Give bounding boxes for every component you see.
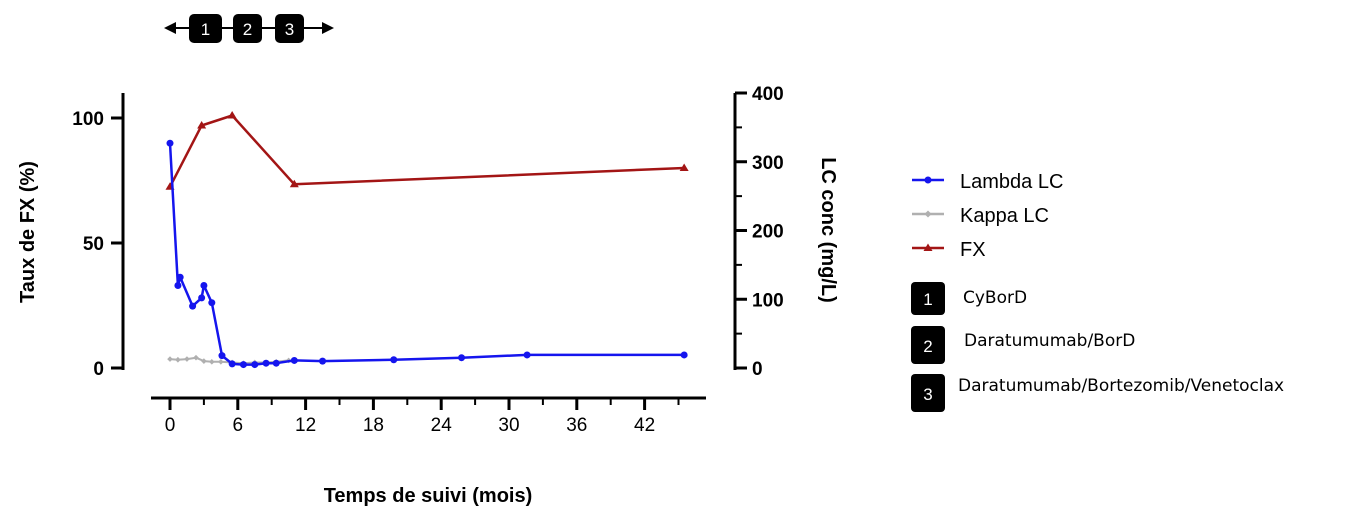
legend-lambda-marker: [924, 176, 932, 184]
data-point-lambda-lc: [390, 356, 398, 364]
left-y-tick-label: 0: [93, 359, 104, 380]
legend-fx-marker: [923, 243, 933, 251]
data-point-kappa-lc: [208, 358, 215, 365]
legend-kappa-label: Kappa LC: [960, 205, 1049, 227]
data-point-lambda-lc: [176, 273, 184, 281]
legend-badge-2: [911, 326, 945, 364]
data-point-fx: [197, 121, 207, 129]
data-point-lambda-lc: [200, 282, 208, 289]
series-fx: [165, 111, 689, 190]
right-y-tick-label: 400: [752, 84, 784, 105]
timeline-badge-2-label: 2: [243, 20, 252, 39]
x-ticks: 0 6 12 18 24 30 36 42: [165, 398, 680, 436]
data-point-kappa-lc: [167, 356, 173, 362]
timeline-badge-1-label: 1: [201, 20, 210, 39]
data-point-lambda-lc: [262, 359, 270, 367]
legend-treatment-2-label: Daratumumab/BorD: [964, 331, 1135, 351]
timeline-badge-1: [189, 14, 222, 43]
x-tick-label: 36: [566, 415, 587, 436]
left-y-tick-label: 50: [83, 234, 104, 255]
right-y-tick-label: 200: [752, 222, 784, 243]
data-point-lambda-lc: [680, 351, 688, 359]
timeline-badge-3-label: 3: [285, 20, 294, 39]
legend-treatment-3-label: Daratumumab/Bortezomib/Venetoclax: [958, 376, 1284, 396]
data-point-fx: [289, 179, 299, 188]
data-point-fx: [227, 111, 237, 119]
data-point-lambda-lc: [166, 139, 174, 147]
data-point-kappa-lc: [193, 354, 199, 361]
series-line-lambda-lc: [168, 143, 685, 366]
legend-badge-1: [911, 282, 945, 315]
series-lambda-lc: [166, 139, 688, 369]
x-tick-label: 12: [295, 415, 316, 436]
data-point-lambda-lc: [239, 361, 247, 369]
x-tick-label: 24: [431, 415, 453, 436]
data-point-lambda-lc: [319, 357, 327, 365]
legend-badge-3-label: 3: [923, 385, 932, 404]
legend-treatment-1-label: CyBorD: [963, 288, 1027, 308]
right-y-axis-title: LC conc (mg/L): [817, 157, 839, 303]
right-y-tick-label: 300: [752, 153, 784, 174]
data-point-lambda-lc: [523, 351, 531, 359]
data-point-lambda-lc: [458, 354, 466, 362]
data-point-lambda-lc: [189, 302, 197, 310]
data-point-kappa-lc: [218, 358, 224, 365]
timeline-left-arrow-icon: [164, 22, 176, 34]
x-tick-label: 30: [498, 415, 519, 436]
data-point-lambda-lc: [218, 352, 226, 360]
treatment-timeline: 1 2 3: [164, 14, 334, 43]
legend: Lambda LC Kappa LC FX 1 CyBorD 2 Daratum…: [911, 171, 1284, 412]
left-y-axis-title: Taux de FX (%): [17, 161, 39, 303]
right-y-tick-label: 100: [752, 290, 784, 311]
data-point-lambda-lc: [251, 361, 259, 369]
data-point-lambda-lc: [272, 359, 280, 367]
legend-fx-label: FX: [960, 239, 986, 261]
timeline-badge-3: [275, 14, 304, 43]
series-line-fx: [168, 114, 685, 188]
data-point-kappa-lc: [184, 356, 190, 362]
legend-badge-1-label: 1: [923, 290, 932, 309]
right-y-ticks: 0 100 200 300 400: [735, 84, 784, 380]
timeline-right-arrow-icon: [322, 22, 334, 34]
data-point-lambda-lc: [228, 360, 236, 368]
data-point-fx: [679, 163, 689, 171]
timeline-badge-2: [233, 14, 262, 43]
legend-badge-3: [911, 374, 945, 412]
legend-badge-2-label: 2: [923, 337, 932, 356]
data-point-lambda-lc: [198, 294, 206, 302]
x-tick-label: 18: [363, 415, 384, 436]
left-y-tick-label: 100: [72, 109, 104, 130]
x-tick-label: 0: [165, 415, 176, 436]
data-point-kappa-lc: [175, 356, 181, 363]
legend-lambda-label: Lambda LC: [960, 171, 1063, 193]
data-point-lambda-lc: [290, 356, 298, 364]
right-y-tick-label: 0: [752, 359, 763, 380]
series-layer: [165, 111, 689, 369]
data-point-lambda-lc: [208, 299, 216, 307]
legend-kappa-marker: [924, 210, 932, 218]
x-tick-label: 42: [634, 415, 655, 436]
x-tick-label: 6: [233, 415, 244, 436]
left-y-ticks: 0 50 100: [72, 109, 123, 380]
data-point-lambda-lc: [174, 282, 182, 289]
x-axis-title: Temps de suivi (mois): [324, 485, 533, 507]
data-point-kappa-lc: [201, 358, 207, 364]
